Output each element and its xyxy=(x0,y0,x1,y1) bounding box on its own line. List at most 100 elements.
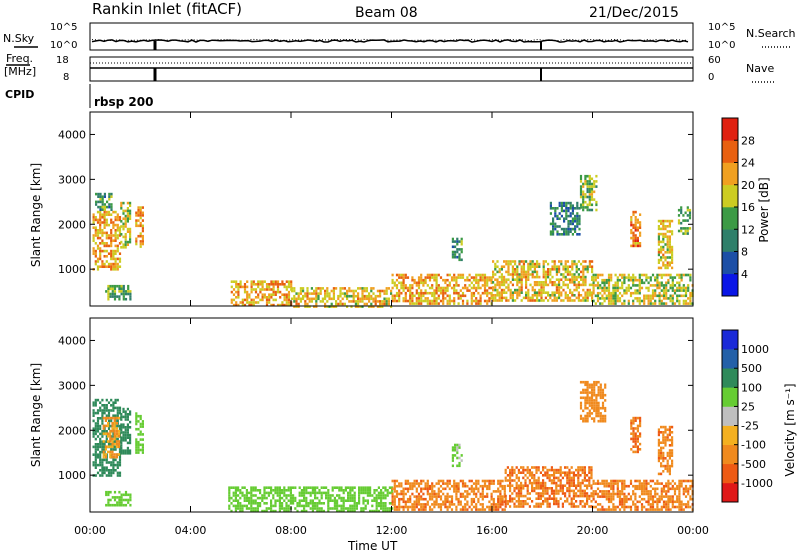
scatter-cell xyxy=(538,275,541,279)
scatter-cell xyxy=(507,278,510,281)
scatter-cell xyxy=(112,414,115,417)
scatter-cell xyxy=(398,276,401,279)
scatter-cell xyxy=(411,286,414,290)
scatter-cell xyxy=(529,296,532,300)
scatter-cell xyxy=(503,296,506,300)
scatter-cell xyxy=(382,502,385,505)
scatter-cell xyxy=(553,492,556,495)
scatter-cell xyxy=(96,210,100,214)
scatter-cell xyxy=(605,278,608,282)
scatter-cell xyxy=(657,227,660,231)
scatter-cell xyxy=(666,436,669,439)
scatter-cell xyxy=(680,273,683,277)
scatter-cell xyxy=(113,437,116,441)
scatter-cell xyxy=(442,291,445,295)
scatter-cell xyxy=(524,484,527,487)
scatter-cell xyxy=(666,462,669,465)
scatter-cell xyxy=(501,500,504,504)
scatter-cell xyxy=(656,492,659,496)
scatter-cell xyxy=(261,283,264,286)
scatter-cell xyxy=(318,499,321,502)
scatter-cell xyxy=(109,416,112,420)
scatter-cell xyxy=(544,260,547,263)
scatter-cell xyxy=(535,466,538,469)
scatter-cell xyxy=(278,494,281,497)
scatter-cell xyxy=(586,494,589,498)
scatter-cell xyxy=(570,481,573,485)
scatter-cell xyxy=(517,494,520,498)
scatter-cell xyxy=(542,474,545,477)
scatter-cell xyxy=(433,495,436,498)
scatter-cell xyxy=(472,492,476,496)
scatter-cell xyxy=(230,502,233,505)
scatter-cell xyxy=(120,287,123,291)
colorbar-tick-label: -25 xyxy=(741,420,759,433)
scatter-cell xyxy=(422,503,425,506)
scatter-cell xyxy=(618,492,622,496)
scatter-cell xyxy=(120,498,123,502)
scatter-cell xyxy=(573,283,576,287)
scatter-cell xyxy=(651,505,655,509)
scatter-cell xyxy=(400,484,403,488)
scatter-cell xyxy=(453,484,456,488)
scatter-cell xyxy=(460,258,463,262)
scatter-cell xyxy=(662,451,665,455)
scatter-cell xyxy=(110,229,113,232)
scatter-cell xyxy=(657,240,660,244)
scatter-cell xyxy=(640,273,644,277)
y-tick-label: 1000 xyxy=(58,263,86,276)
scatter-cell xyxy=(680,211,683,215)
scatter-cell xyxy=(584,174,587,178)
scatter-cell xyxy=(682,284,685,287)
scatter-cell xyxy=(671,487,674,491)
scatter-cell xyxy=(596,294,600,298)
scatter-cell xyxy=(466,495,469,498)
scatter-cell xyxy=(522,487,525,490)
scatter-cell xyxy=(678,299,681,303)
scatter-cell xyxy=(673,291,677,295)
scatter-cell xyxy=(347,491,350,495)
scatter-cell xyxy=(596,487,600,491)
scatter-cell xyxy=(588,481,591,485)
scatter-cell xyxy=(114,262,117,266)
scatter-cell xyxy=(582,265,585,268)
scatter-cell xyxy=(289,502,292,505)
scatter-cell xyxy=(667,278,670,282)
scatter-cell xyxy=(632,223,635,227)
scatter-cell xyxy=(575,275,578,279)
scatter-cell xyxy=(583,489,586,493)
scatter-cell xyxy=(450,276,454,279)
scatter-cell xyxy=(261,285,264,289)
scatter-cell xyxy=(490,286,493,290)
scatter-cell xyxy=(517,476,520,480)
scatter-cell xyxy=(586,479,589,482)
scatter-cell xyxy=(377,504,380,508)
scatter-cell xyxy=(583,505,586,508)
scatter-cell xyxy=(662,457,665,460)
scatter-cell xyxy=(110,398,113,402)
scatter-cell xyxy=(124,503,128,507)
scatter-cell xyxy=(328,305,331,308)
scatter-cell xyxy=(625,505,628,509)
scatter-cell xyxy=(556,214,559,218)
scatter-cell xyxy=(501,487,504,491)
scatter-cell xyxy=(99,469,102,472)
scatter-cell xyxy=(122,433,125,437)
scatter-cell xyxy=(564,265,567,268)
scatter-cell xyxy=(94,260,97,263)
scatter-cell xyxy=(649,490,652,493)
scatter-cell xyxy=(560,201,563,205)
scatter-cell xyxy=(576,204,579,207)
scatter-cell xyxy=(402,297,405,300)
scatter-cell xyxy=(101,432,104,436)
scatter-cell xyxy=(577,281,580,284)
scatter-cell xyxy=(115,427,118,430)
scatter-cell xyxy=(621,503,624,506)
scatter-cell xyxy=(605,490,608,493)
scatter-cell xyxy=(336,499,339,502)
scatter-cell xyxy=(232,499,235,502)
scatter-cell xyxy=(413,294,416,298)
scatter-cell xyxy=(102,424,105,428)
scatter-cell xyxy=(494,508,498,511)
